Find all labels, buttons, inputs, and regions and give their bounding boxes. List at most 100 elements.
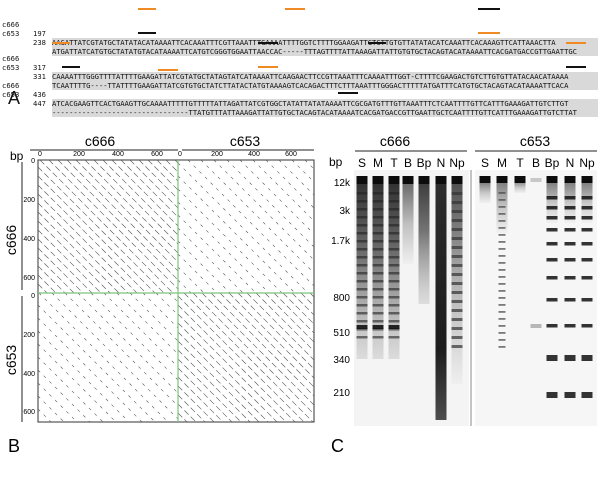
gel-band bbox=[435, 184, 447, 420]
sequence-name: c653 bbox=[2, 29, 20, 38]
lane-label: Np bbox=[579, 156, 595, 170]
dotplot-diagonals bbox=[37, 159, 315, 423]
gel-band bbox=[564, 324, 576, 328]
gel-band bbox=[498, 346, 506, 348]
gel-band bbox=[388, 208, 400, 211]
gel-band bbox=[356, 216, 368, 219]
lane-label: Bp bbox=[417, 156, 432, 170]
sequence-start: 238 bbox=[33, 38, 46, 47]
marker-label: 510 bbox=[333, 328, 350, 339]
panel-label-c: C bbox=[331, 436, 344, 456]
gel-band bbox=[372, 272, 384, 275]
motif-marker-orange bbox=[478, 32, 500, 34]
gel-band bbox=[546, 216, 558, 220]
sequence-name: c653 bbox=[2, 90, 20, 99]
lane-label: S bbox=[358, 156, 366, 170]
dotplot-diagonal bbox=[37, 408, 52, 423]
gel-band bbox=[581, 324, 593, 328]
y-tick-label: 200 bbox=[23, 332, 35, 339]
dotplot-diagonal bbox=[156, 159, 179, 182]
gel-band bbox=[356, 280, 368, 283]
gel-band bbox=[451, 246, 463, 249]
gel-band bbox=[356, 240, 368, 243]
gel-band bbox=[546, 176, 558, 183]
gel-band bbox=[388, 192, 400, 195]
gel-band bbox=[451, 219, 463, 222]
lane-label: M bbox=[497, 156, 507, 170]
gel-band bbox=[372, 325, 384, 329]
alignment-row: c653 447 -------------------------------… bbox=[0, 81, 600, 117]
dotplot-diagonal bbox=[37, 283, 48, 294]
panel-c-gel: c666 c653 bp S M T B Bp N Np S M T B Bp … bbox=[325, 100, 600, 474]
y-tick-label: 400 bbox=[23, 371, 35, 378]
gel-band bbox=[388, 224, 400, 227]
dotplot-diagonal bbox=[37, 166, 165, 294]
gel-band bbox=[418, 184, 430, 304]
dotplot-diagonal bbox=[155, 292, 179, 316]
dotplot-diagonal bbox=[228, 292, 315, 379]
gel-band bbox=[451, 273, 463, 276]
dotplot-diagonal bbox=[177, 304, 296, 423]
gel-band bbox=[479, 183, 491, 203]
dotplot-diagonal bbox=[37, 229, 102, 294]
dotplot-diagonal bbox=[37, 247, 84, 294]
x-ticks: 0 200 400 600 0 200 400 600 bbox=[38, 151, 297, 158]
gel-band bbox=[581, 276, 593, 280]
gel-band bbox=[498, 304, 506, 306]
gel-band bbox=[372, 256, 384, 259]
dotplot-diagonal bbox=[84, 159, 179, 254]
alignment-block-3: c666 436 ATCACGAAGTTCACTGAAGTTGCAAAATTTT… bbox=[0, 76, 600, 117]
gel-band bbox=[356, 320, 368, 323]
x-tick-label: 600 bbox=[151, 151, 163, 158]
gel-band bbox=[498, 234, 506, 236]
gel-band bbox=[388, 184, 400, 359]
gel-band bbox=[372, 208, 384, 211]
dotplot-diagonal bbox=[177, 367, 233, 423]
sequence-text: AAGATTATCGTATGCTATATACATAAAATTCACAAATTTC… bbox=[52, 38, 598, 47]
dotplot-diagonal bbox=[37, 317, 143, 423]
motif-marker-black bbox=[62, 66, 80, 68]
dotplot-diagonal bbox=[187, 159, 315, 287]
y-ticks: 0 200 400 600 0 200 400 600 bbox=[23, 158, 35, 416]
motif-marker-black bbox=[478, 8, 500, 10]
dotplot-diagonal bbox=[200, 159, 315, 274]
dotplot-diagonal bbox=[177, 266, 205, 294]
dotplot-diagonal bbox=[37, 193, 138, 294]
gel-band bbox=[451, 210, 463, 213]
gel-figure: c666 c653 bp S M T B Bp N Np S M T B Bp … bbox=[329, 133, 597, 456]
dotplot-diagonal bbox=[38, 292, 169, 423]
dotplot-diagonal bbox=[265, 159, 315, 209]
dotplot-diagonal bbox=[37, 175, 156, 294]
y-group-label: c666 bbox=[3, 225, 19, 256]
gel-band bbox=[498, 206, 506, 208]
unit-label: bp bbox=[10, 149, 24, 163]
gel-band bbox=[564, 355, 576, 361]
gel-band bbox=[402, 176, 414, 184]
dotplot-diagonal bbox=[177, 313, 287, 423]
gel-band bbox=[564, 176, 576, 183]
x-tick-label: 600 bbox=[285, 151, 297, 158]
gel-band bbox=[546, 183, 558, 223]
sequence-text: ATCACGAAGTTCACTGAAGTTGCAAAATTTTTGTTTTTAT… bbox=[52, 99, 598, 108]
gel-group-label: c653 bbox=[520, 133, 551, 149]
gel-band bbox=[372, 216, 384, 219]
dotplot-diagonal bbox=[300, 292, 315, 307]
gel-band bbox=[451, 300, 463, 303]
gel-band bbox=[496, 183, 508, 233]
dotplot-diagonal bbox=[138, 159, 179, 200]
gel-band bbox=[564, 228, 576, 232]
motif-marker-orange bbox=[566, 42, 586, 44]
gel-band bbox=[372, 328, 384, 331]
gel-band bbox=[581, 176, 593, 183]
gel-band bbox=[546, 242, 558, 246]
gel-band bbox=[546, 206, 558, 210]
gel-band bbox=[581, 355, 593, 361]
y-tick-label: 600 bbox=[23, 409, 35, 416]
gel-band bbox=[356, 184, 368, 359]
gel-band bbox=[372, 184, 384, 359]
gel-band bbox=[388, 200, 400, 203]
gel-band bbox=[564, 216, 576, 220]
sequence-start: 317 bbox=[33, 63, 46, 72]
dotplot-diagonal bbox=[37, 343, 117, 423]
sequence-name: c666 bbox=[2, 81, 20, 90]
